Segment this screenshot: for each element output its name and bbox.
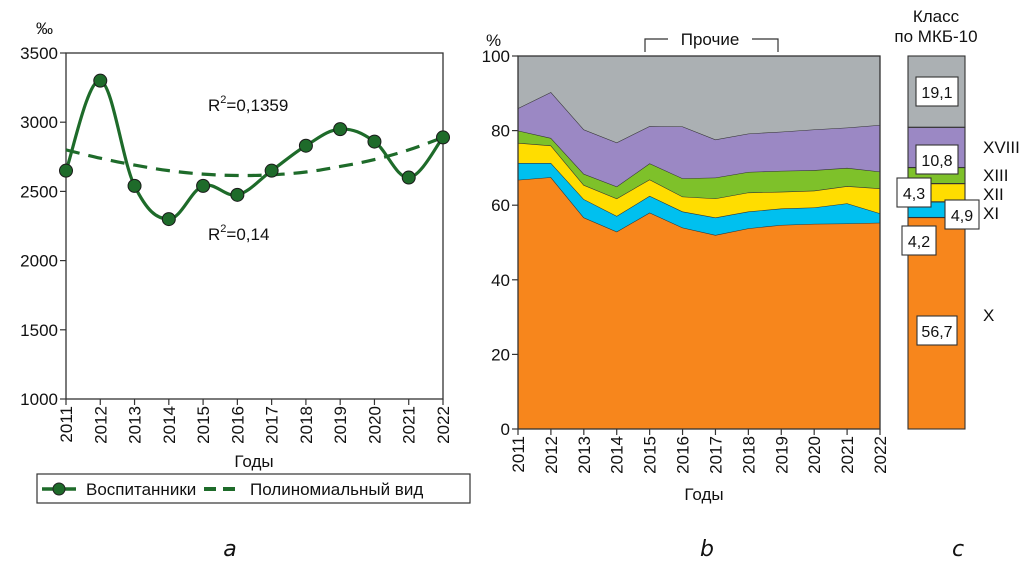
value-label: 10,8: [921, 153, 952, 170]
y-tick-label: 60: [491, 196, 510, 215]
value-label: 56,7: [921, 324, 952, 341]
legend-entry-series: Воспитанники: [86, 480, 196, 499]
value-label-box: [901, 225, 937, 256]
y-tick-label: 0: [501, 420, 510, 439]
x-tick-label: 2012: [91, 406, 110, 444]
y-tick-label: 40: [491, 271, 510, 290]
value-label-box: [915, 144, 959, 175]
legend-entry-trend: Полиномиальный вид: [250, 480, 423, 499]
panel-a-line-chart: ‰ 1000 1500 2000 2500 3000 3500 2011 2012 2013 2…: [20, 19, 471, 562]
x-tick-label: 2021: [838, 436, 857, 474]
panel-b-stacked-area-chart: % 0 20 40 60 80 100 2011 2012 2013 2014 2015 2016 2…: [482, 30, 890, 562]
data-point-marker: [127, 178, 142, 193]
trend-line-polynomial: [65, 135, 444, 178]
x-tick-label: 2019: [772, 436, 791, 474]
data-point-marker: [196, 178, 211, 193]
x-tick-label: 2012: [542, 436, 561, 474]
x-tick-label: 2014: [608, 436, 627, 474]
class-label-x: X: [983, 306, 994, 325]
class-label-xii: XII: [983, 185, 1004, 204]
r2-annotation-trend: R2=0,14: [208, 223, 269, 244]
data-point-marker: [264, 163, 279, 178]
panel-b-x-axis-title: Годы: [684, 485, 723, 504]
data-point-marker: [401, 170, 416, 185]
y-tick-label: 1500: [20, 321, 58, 340]
class-label-xviii: XVIII: [983, 138, 1020, 157]
x-tick-label: 2019: [331, 406, 350, 444]
x-tick-label: 2017: [706, 436, 725, 474]
value-label-box: [896, 177, 932, 208]
value-label: 19,1: [921, 85, 952, 102]
y-tick-label: 3500: [20, 44, 58, 63]
data-point-marker: [333, 122, 348, 137]
x-tick-label: 2011: [57, 406, 76, 443]
x-tick-label: 2020: [365, 406, 384, 444]
x-tick-label: 2014: [160, 406, 179, 444]
x-tick-label: 2011: [509, 436, 528, 473]
legend-marker-swatch: [52, 482, 66, 496]
data-point-marker: [161, 212, 176, 227]
area-boundary-line: [517, 91, 881, 144]
x-tick-label: 2013: [575, 436, 594, 474]
y-tick-label: 20: [491, 345, 510, 364]
x-tick-label: 2022: [434, 406, 453, 444]
area-layer-x: [518, 177, 880, 429]
class-label-xi: XI: [983, 204, 999, 223]
x-tick-label: 2016: [228, 406, 247, 444]
panel-label-c: c: [952, 537, 964, 562]
data-point-marker: [230, 187, 245, 202]
area-layer-xii: [518, 142, 880, 218]
panel-b-plot-frame: [517, 55, 881, 430]
area-layer-xi: [518, 163, 880, 236]
y-tick-label: 3000: [20, 113, 58, 132]
x-tick-label: 2016: [674, 436, 693, 474]
class-label-xiii: XIII: [983, 166, 1009, 185]
panel-a-y-unit: ‰: [36, 19, 53, 38]
panel-b-y-unit: %: [486, 31, 501, 50]
others-bracket: Прочие: [644, 30, 779, 52]
x-tick-label: 2021: [400, 406, 419, 444]
value-label: 4,3: [903, 186, 925, 203]
y-tick-label: 80: [491, 122, 510, 141]
bracket-right: [752, 38, 779, 52]
panel-a-x-axis-title: Годы: [234, 452, 273, 471]
y-tick-label: 1000: [20, 390, 58, 409]
panel-label-a: a: [223, 537, 236, 562]
y-tick-label: 2000: [20, 252, 58, 271]
y-tick-label: 100: [482, 47, 510, 66]
x-tick-label: 2015: [641, 436, 660, 474]
data-point-marker: [93, 73, 108, 88]
bracket-left: [644, 38, 668, 52]
r2-annotation-line: R2=0,1359: [208, 94, 288, 115]
x-tick-label: 2015: [194, 406, 213, 444]
value-label-box: [915, 76, 959, 107]
panel-c-title-line1: Класс: [913, 7, 960, 26]
bracket-label-others: Прочие: [681, 30, 740, 49]
value-label-box: [916, 315, 958, 346]
y-tick-label: 2500: [20, 182, 58, 201]
panel-c-stacked-bar: Класс по МКБ-10 56,7 4,2 4,9 4,3 10,8 19,1 X XI…: [894, 7, 1019, 562]
value-label: 4,9: [951, 208, 973, 225]
panel-c-title-line2: по МКБ-10: [894, 27, 977, 46]
value-label: 4,2: [908, 234, 930, 251]
data-point-marker: [436, 130, 450, 145]
data-point-marker: [298, 138, 313, 153]
panel-a-legend: Воспитанники Полиномиальный вид: [36, 473, 471, 504]
x-tick-label: 2013: [126, 406, 145, 444]
area-layer-xviii: [518, 92, 880, 187]
x-tick-label: 2020: [805, 436, 824, 474]
panel-label-b: b: [700, 537, 714, 562]
x-tick-label: 2018: [739, 436, 758, 474]
data-point-marker: [367, 134, 382, 149]
legend-box: [36, 473, 471, 504]
panel-a-plot-frame: [65, 52, 444, 400]
x-tick-label: 2017: [263, 406, 282, 444]
area-layer-прочие: [518, 56, 880, 143]
value-label-box: [944, 199, 980, 230]
area-layer-xiii: [518, 130, 880, 199]
x-tick-label: 2022: [871, 436, 890, 474]
x-tick-label: 2018: [297, 406, 316, 444]
data-point-marker: [59, 163, 73, 178]
